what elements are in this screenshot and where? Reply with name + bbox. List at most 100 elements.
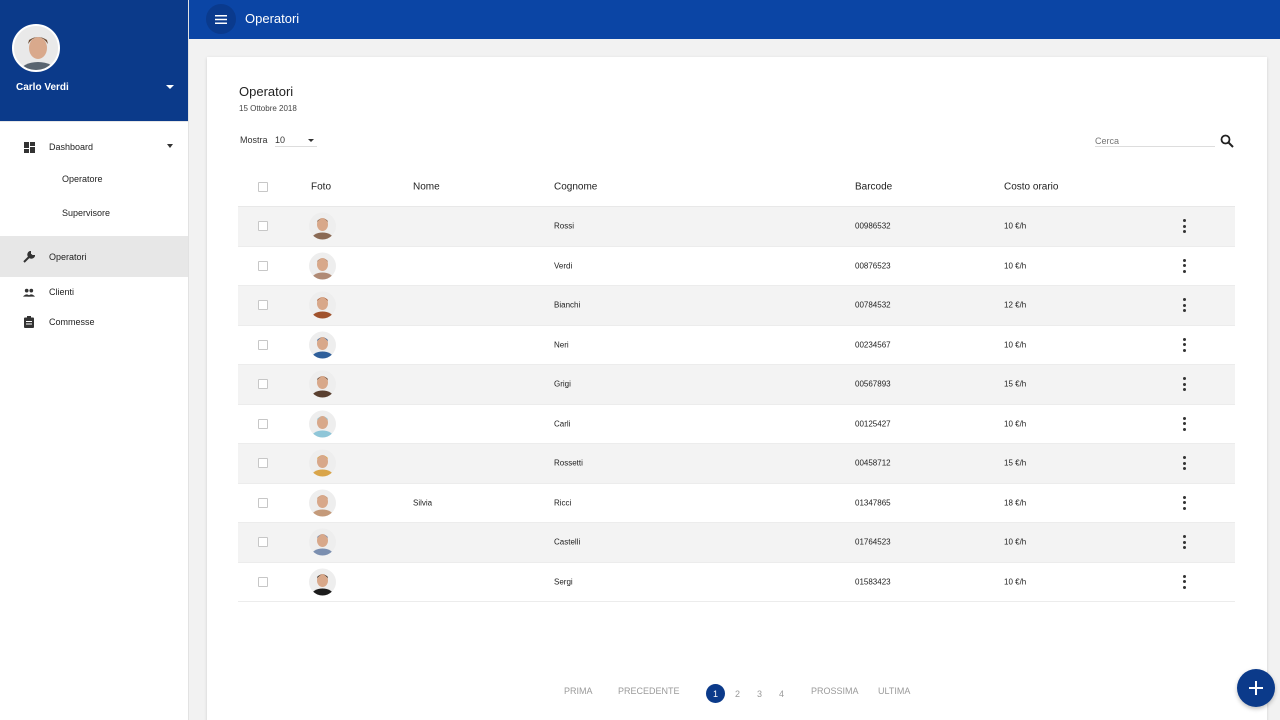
- more-vert-icon[interactable]: [1178, 495, 1190, 511]
- row-checkbox[interactable]: [258, 418, 268, 429]
- search-icon[interactable]: [1220, 134, 1234, 148]
- cell-barcode: 00458712: [855, 458, 891, 468]
- row-checkbox[interactable]: [258, 458, 268, 469]
- wrench-icon: [23, 250, 35, 263]
- more-vert-icon[interactable]: [1178, 574, 1190, 590]
- cell-barcode: 00784532: [855, 300, 891, 310]
- cell-costo: 10 €/h: [1004, 537, 1027, 547]
- table-row[interactable]: Sergi 01583423 10 €/h: [238, 563, 1235, 602]
- cell-costo: 10 €/h: [1004, 577, 1027, 587]
- avatar: [309, 528, 336, 556]
- cell-cognome: Verdi: [554, 261, 573, 271]
- row-checkbox[interactable]: [258, 497, 268, 508]
- sidebar-item-operatore[interactable]: Operatore: [62, 174, 103, 184]
- cell-barcode: 00125427: [855, 419, 891, 429]
- cell-costo: 10 €/h: [1004, 419, 1027, 429]
- cell-cognome: Ricci: [554, 498, 572, 508]
- sidebar-item-label: Operatori: [49, 251, 87, 262]
- more-vert-icon[interactable]: [1178, 376, 1190, 392]
- cell-cognome: Rossi: [554, 221, 575, 231]
- table-header: Foto Nome Cognome Barcode Costo orario: [238, 167, 1235, 207]
- more-vert-icon[interactable]: [1178, 416, 1190, 432]
- dashboard-icon: [23, 141, 35, 153]
- page-date: 15 Ottobre 2018: [239, 104, 297, 113]
- user-avatar[interactable]: [12, 24, 60, 72]
- cell-barcode: 01583423: [855, 577, 891, 587]
- table-row[interactable]: Grigi 00567893 15 €/h: [238, 365, 1235, 405]
- cell-cognome: Castelli: [554, 537, 581, 547]
- column-header-costo[interactable]: Costo orario: [1004, 181, 1059, 192]
- table-row[interactable]: Carli 00125427 10 €/h: [238, 405, 1235, 444]
- page-size-select[interactable]: 10: [275, 135, 317, 147]
- next-page-button[interactable]: PROSSIMA: [811, 686, 859, 696]
- page-button-2[interactable]: 2: [734, 688, 740, 699]
- chevron-down-icon: [308, 139, 314, 142]
- sidebar-item-operatori[interactable]: Operatori: [0, 236, 188, 277]
- table-row[interactable]: Bianchi 00784532 12 €/h: [238, 286, 1235, 326]
- user-name: Carlo Verdi: [16, 82, 69, 93]
- sidebar-item-dashboard[interactable]: Dashboard: [0, 132, 188, 162]
- page-size-label: Mostra: [240, 135, 268, 145]
- last-page-button[interactable]: ULTIMA: [878, 686, 911, 696]
- cell-costo: 10 €/h: [1004, 261, 1027, 271]
- row-checkbox[interactable]: [258, 537, 268, 548]
- cell-cognome: Sergi: [554, 577, 573, 587]
- plus-icon: [1249, 681, 1263, 695]
- more-vert-icon[interactable]: [1178, 534, 1190, 550]
- table-row[interactable]: Rossetti 00458712 15 €/h: [238, 444, 1235, 484]
- table-row[interactable]: Silvia Ricci 01347865 18 €/h: [238, 484, 1235, 523]
- select-all-checkbox[interactable]: [258, 181, 268, 192]
- sidebar-item-commesse[interactable]: Commesse: [0, 307, 188, 337]
- search-input[interactable]: [1095, 135, 1215, 147]
- cell-costo: 15 €/h: [1004, 458, 1027, 468]
- row-checkbox[interactable]: [258, 339, 268, 350]
- add-operator-button[interactable]: [1237, 669, 1275, 707]
- sidebar: Carlo Verdi Dashboard Operatore Supervis…: [0, 0, 189, 720]
- column-header-nome[interactable]: Nome: [413, 181, 440, 192]
- more-vert-icon[interactable]: [1178, 297, 1190, 313]
- column-header-foto[interactable]: Foto: [311, 181, 332, 192]
- row-checkbox[interactable]: [258, 576, 268, 587]
- cell-barcode: 01347865: [855, 498, 891, 508]
- table-row[interactable]: Neri 00234567 10 €/h: [238, 326, 1235, 365]
- cell-cognome: Rossetti: [554, 458, 583, 468]
- side-nav: Dashboard Operatore Supervisore Operator…: [0, 121, 188, 337]
- row-checkbox[interactable]: [258, 379, 268, 390]
- hamburger-icon: [215, 14, 227, 24]
- more-vert-icon[interactable]: [1178, 455, 1190, 471]
- more-vert-icon[interactable]: [1178, 218, 1190, 234]
- sidebar-item-supervisore[interactable]: Supervisore: [62, 208, 111, 218]
- table-row[interactable]: Verdi 00876523 10 €/h: [238, 247, 1235, 286]
- menu-button[interactable]: [206, 4, 236, 34]
- row-checkbox[interactable]: [258, 300, 268, 311]
- profile-header: Carlo Verdi: [0, 0, 188, 121]
- sidebar-item-clienti[interactable]: Clienti: [0, 277, 188, 307]
- cell-costo: 10 €/h: [1004, 340, 1027, 350]
- page-button-3[interactable]: 3: [756, 688, 762, 699]
- avatar: [309, 291, 336, 319]
- more-vert-icon[interactable]: [1178, 258, 1190, 274]
- avatar: [309, 252, 336, 280]
- avatar: [309, 489, 336, 517]
- column-header-cognome[interactable]: Cognome: [554, 181, 598, 192]
- avatar: [309, 568, 336, 596]
- cell-barcode: 00567893: [855, 379, 891, 389]
- cell-barcode: 00986532: [855, 221, 891, 231]
- user-menu-caret-icon[interactable]: [166, 85, 174, 89]
- page-button-4[interactable]: 4: [778, 688, 784, 699]
- avatar: [309, 410, 336, 438]
- avatar: [309, 370, 336, 398]
- first-page-button[interactable]: PRIMA: [564, 686, 593, 696]
- row-checkbox[interactable]: [258, 260, 268, 271]
- cell-cognome: Bianchi: [554, 300, 581, 310]
- prev-page-button[interactable]: PRECEDENTE: [618, 686, 680, 696]
- column-header-barcode[interactable]: Barcode: [855, 181, 893, 192]
- operators-table: Foto Nome Cognome Barcode Costo orario R…: [238, 167, 1235, 602]
- page-button-1[interactable]: 1: [706, 684, 725, 703]
- table-row[interactable]: Rossi 00986532 10 €/h: [238, 207, 1235, 247]
- more-vert-icon[interactable]: [1178, 337, 1190, 353]
- avatar: [309, 212, 336, 240]
- cell-cognome: Grigi: [554, 379, 571, 389]
- table-row[interactable]: Castelli 01764523 10 €/h: [238, 523, 1235, 563]
- row-checkbox[interactable]: [258, 221, 268, 232]
